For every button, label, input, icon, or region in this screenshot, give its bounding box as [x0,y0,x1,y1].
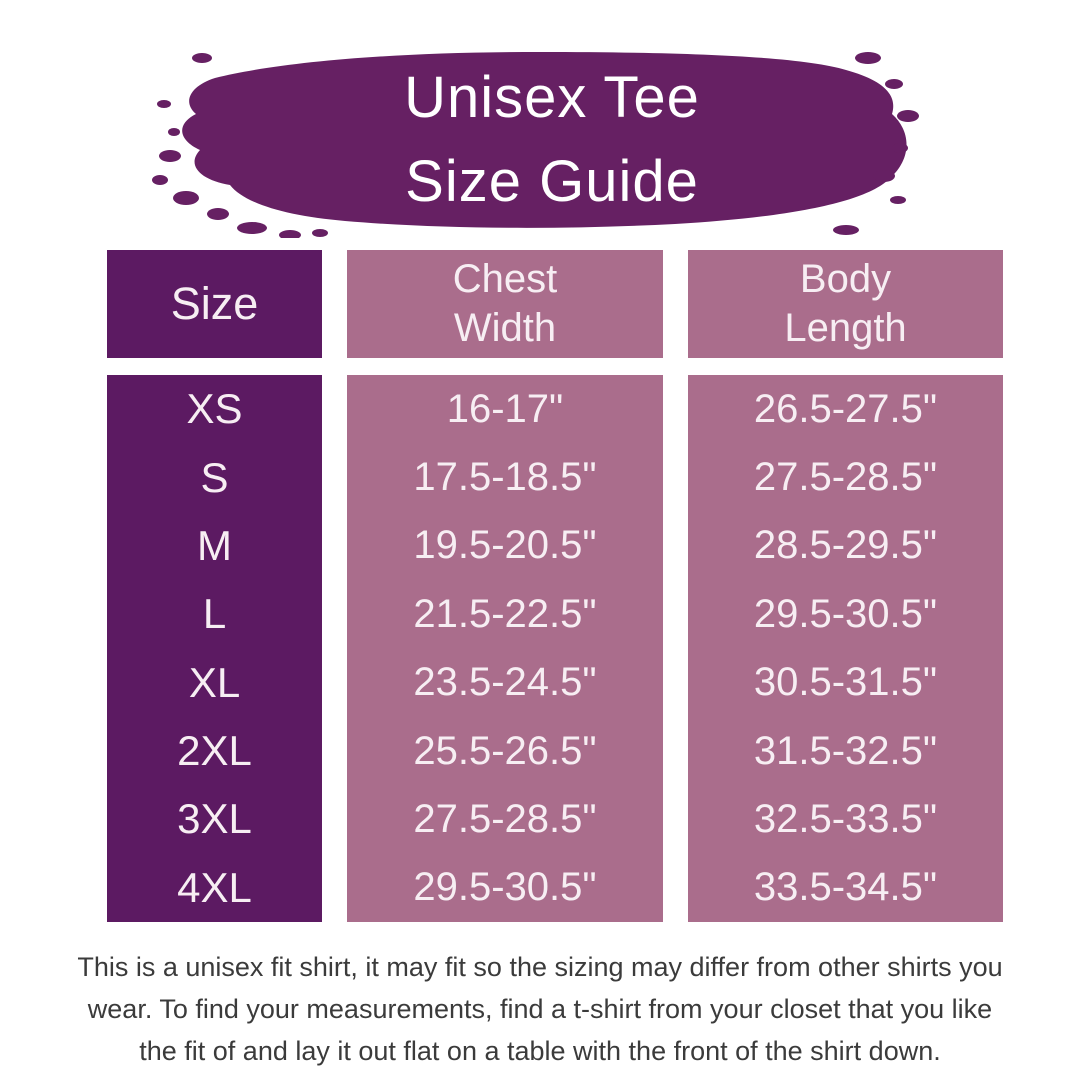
size-label: 4XL [177,863,252,911]
page-title-line-1: Unisex Tee [404,65,700,130]
size-label: 3XL [177,795,252,843]
size-label: XL [188,658,241,706]
chest-width-value: 17.5-18.5" [413,455,597,500]
chest-width-value: 16-17" [446,386,564,431]
page-title-line-2: Size Guide [405,149,699,214]
chest-width-value: 21.5-22.5" [413,591,597,636]
body-length-value: 32.5-33.5" [753,796,938,841]
footer-note-line-1: This is a unisex fit shirt, it may fit s… [77,952,1003,982]
column-header-body-line-2: Length [784,306,907,350]
size-label: S [200,453,229,501]
footer-note: This is a unisex fit shirt, it may fit s… [40,946,1040,1072]
size-label: L [202,590,227,638]
size-column: XS S M L XL 2XL 3XL 4XL [107,375,322,922]
body-length-value: 31.5-32.5" [753,728,938,773]
footer-note-line-3: the fit of and lay it out flat on a tabl… [139,1036,941,1066]
footer-note-line-2: wear. To find your measurements, find a … [87,994,993,1024]
chest-width-column: 16-17" 17.5-18.5" 19.5-20.5" 21.5-22.5" … [347,375,663,922]
chest-width-value: 19.5-20.5" [413,523,597,568]
size-label: M [197,521,232,569]
page-title: Unisex Tee Size Guide [152,56,952,224]
column-header-body-length: Body Length [688,250,1003,358]
chest-width-value: 25.5-26.5" [413,728,597,773]
column-header-size: Size [107,250,322,358]
body-length-value: 30.5-31.5" [753,660,938,705]
brush-stroke-graphic [152,52,919,238]
chest-width-value: 27.5-28.5" [413,796,597,841]
column-header-size-label: Size [170,278,259,329]
body-length-column: 26.5-27.5" 27.5-28.5" 28.5-29.5" 29.5-30… [688,375,1003,922]
chest-width-value: 29.5-30.5" [413,865,597,910]
size-label: 2XL [177,727,252,775]
column-header-chest-line-2: Width [453,306,557,350]
column-header-chest-line-1: Chest [452,257,558,302]
body-length-value: 26.5-27.5" [753,386,938,431]
size-label: XS [186,385,243,433]
column-header-body-line-1: Body [799,257,892,302]
body-length-value: 29.5-30.5" [753,591,938,636]
body-length-value: 28.5-29.5" [753,523,938,568]
chest-width-value: 23.5-24.5" [413,660,597,705]
column-header-chest-width: Chest Width [347,250,663,358]
body-length-value: 33.5-34.5" [753,865,938,910]
body-length-value: 27.5-28.5" [753,455,938,500]
